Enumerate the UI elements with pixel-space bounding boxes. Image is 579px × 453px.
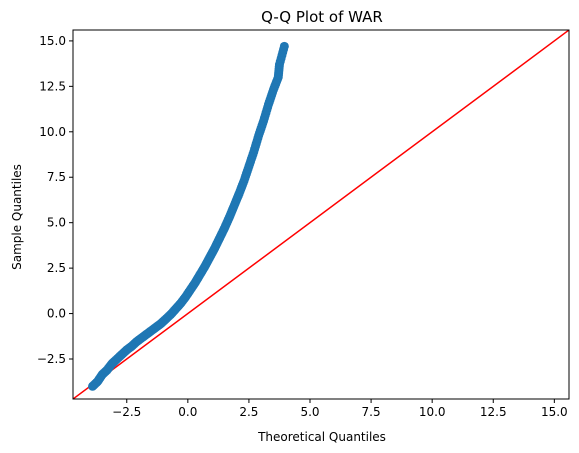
x-tick-label: 10.0 (419, 405, 446, 419)
y-tick-label: −2.5 (37, 352, 66, 366)
y-tick-label: 15.0 (39, 34, 66, 48)
y-tick-label: 7.5 (47, 170, 66, 184)
x-tick-label: 12.5 (480, 405, 507, 419)
scatter-series (88, 42, 289, 391)
y-tick-label: 12.5 (39, 79, 66, 93)
x-tick-label: 0.0 (178, 405, 197, 419)
y-tick-label: 0.0 (47, 307, 66, 321)
reference-line (73, 30, 569, 399)
y-axis-label: Sample Quantiles (10, 164, 24, 270)
x-axis-ticks: −2.5 0.0 2.5 5.0 7.5 10.0 12.5 15.0 (112, 399, 568, 419)
y-tick-label: 10.0 (39, 125, 66, 139)
x-tick-label: 2.5 (239, 405, 258, 419)
y-tick-label: 2.5 (47, 261, 66, 275)
x-tick-label: 5.0 (300, 405, 319, 419)
y-tick-label: 5.0 (47, 216, 66, 230)
data-point (280, 42, 289, 51)
plot-area (73, 30, 569, 399)
x-tick-label: 15.0 (541, 405, 568, 419)
x-tick-label: 7.5 (362, 405, 381, 419)
x-tick-label: −2.5 (112, 405, 141, 419)
chart-title: Q-Q Plot of WAR (261, 8, 383, 26)
y-axis-ticks: −2.5 0.0 2.5 5.0 7.5 10.0 12.5 15.0 (37, 34, 73, 366)
x-axis-label: Theoretical Quantiles (257, 430, 386, 444)
